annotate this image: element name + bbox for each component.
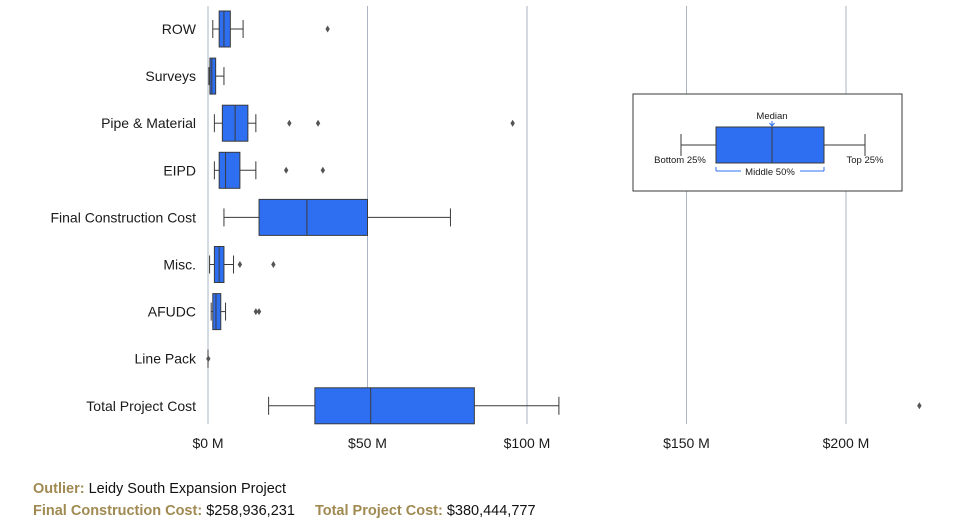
iqr-box-final-construction-cost — [258, 198, 369, 236]
category-label-row: ROW — [162, 21, 197, 37]
outlier-misc-1 — [271, 261, 276, 268]
outlier-total-project-cost-0 — [917, 402, 922, 410]
category-label-pipe-material: Pipe & Material — [101, 115, 196, 131]
outlier-pipe-material-1 — [315, 119, 321, 127]
x-tick-label-150: $150 M — [663, 435, 710, 451]
outlier-value: Leidy South Expansion Project — [88, 481, 287, 497]
label-layer: $0 M $50 M $100 M $150 M $200 M ROW Surveys Pip… — [50, 21, 869, 451]
outlier-pipe-material-2 — [510, 119, 515, 127]
box-layer — [206, 10, 922, 425]
category-label-line-pack: Line Pack — [135, 351, 197, 367]
box-pipe-material — [213, 104, 515, 142]
x-tick-label-100: $100 M — [504, 435, 551, 451]
footer-outlier-line: Outlier: Leidy South Expansion Project — [33, 481, 286, 497]
total-cost-value: $380,444,777 — [446, 503, 536, 519]
iqr-box-eipd — [218, 151, 241, 189]
category-label-surveys: Surveys — [145, 68, 196, 84]
iqr-box-total-project-cost — [314, 387, 475, 425]
box-misc — [209, 246, 276, 283]
total-cost-label: Total Project Cost: — [314, 503, 443, 519]
category-label-final-construction-cost: Final Construction Cost — [50, 209, 196, 225]
legend: Median Bottom 25% Top 25% Middle 50% — [632, 93, 903, 192]
box-afudc — [210, 293, 262, 331]
outlier-afudc-0 — [253, 308, 259, 316]
x-tick-label-0: $0 M — [192, 435, 223, 451]
iqr-box-surveys — [209, 57, 217, 95]
outlier-misc-0 — [237, 261, 243, 268]
legend-top-label: Top 25% — [847, 155, 885, 166]
outlier-label: Outlier: — [33, 481, 85, 497]
box-eipd — [213, 151, 326, 189]
outlier-afudc-1 — [256, 308, 262, 316]
box-total-project-cost — [268, 387, 922, 425]
legend-bottom-label: Bottom 25% — [654, 155, 706, 166]
iqr-box-afudc — [212, 293, 222, 331]
outlier-pipe-material-0 — [287, 119, 292, 127]
legend-median-arrowhead — [769, 122, 775, 127]
legend-median-label: Median — [756, 111, 787, 122]
iqr-box-row — [218, 10, 231, 48]
box-final-construction-cost — [223, 198, 451, 236]
x-tick-label-200: $200 M — [823, 435, 870, 451]
x-tick-label-50: $50 M — [348, 435, 387, 451]
construction-cost-value: $258,936,231 — [206, 503, 295, 519]
box-surveys — [208, 57, 225, 95]
category-label-misc: Misc. — [163, 257, 196, 273]
category-label-total-project-cost: Total Project Cost — [86, 398, 196, 414]
category-label-eipd: EIPD — [163, 162, 196, 178]
category-label-afudc: AFUDC — [148, 304, 196, 320]
outlier-line-pack-0 — [206, 355, 211, 363]
footer-cost-line: Final Construction Cost: $258,936,231 To… — [33, 503, 536, 519]
legend-middle-label: Middle 50% — [745, 167, 795, 178]
outlier-eipd-0 — [283, 166, 289, 174]
box-line-pack — [206, 349, 211, 368]
outlier-eipd-1 — [320, 166, 326, 174]
box-row — [212, 10, 330, 48]
construction-cost-label: Final Construction Cost: — [33, 503, 203, 519]
outlier-row-0 — [325, 25, 330, 33]
legend-box — [715, 126, 825, 164]
